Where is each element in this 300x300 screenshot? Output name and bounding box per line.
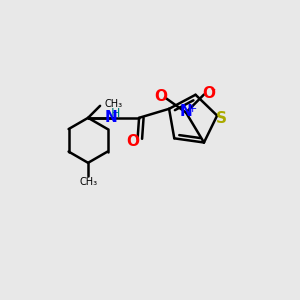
Text: O: O [202,85,215,100]
Text: O: O [154,88,167,104]
Text: +: + [188,104,197,114]
Text: S: S [216,111,227,126]
Text: N: N [105,110,118,125]
Text: CH₃: CH₃ [79,177,97,187]
Text: H: H [110,107,120,120]
Text: N: N [180,103,192,118]
Text: CH₃: CH₃ [105,99,123,109]
Text: O: O [127,134,140,149]
Text: -: - [211,84,215,98]
